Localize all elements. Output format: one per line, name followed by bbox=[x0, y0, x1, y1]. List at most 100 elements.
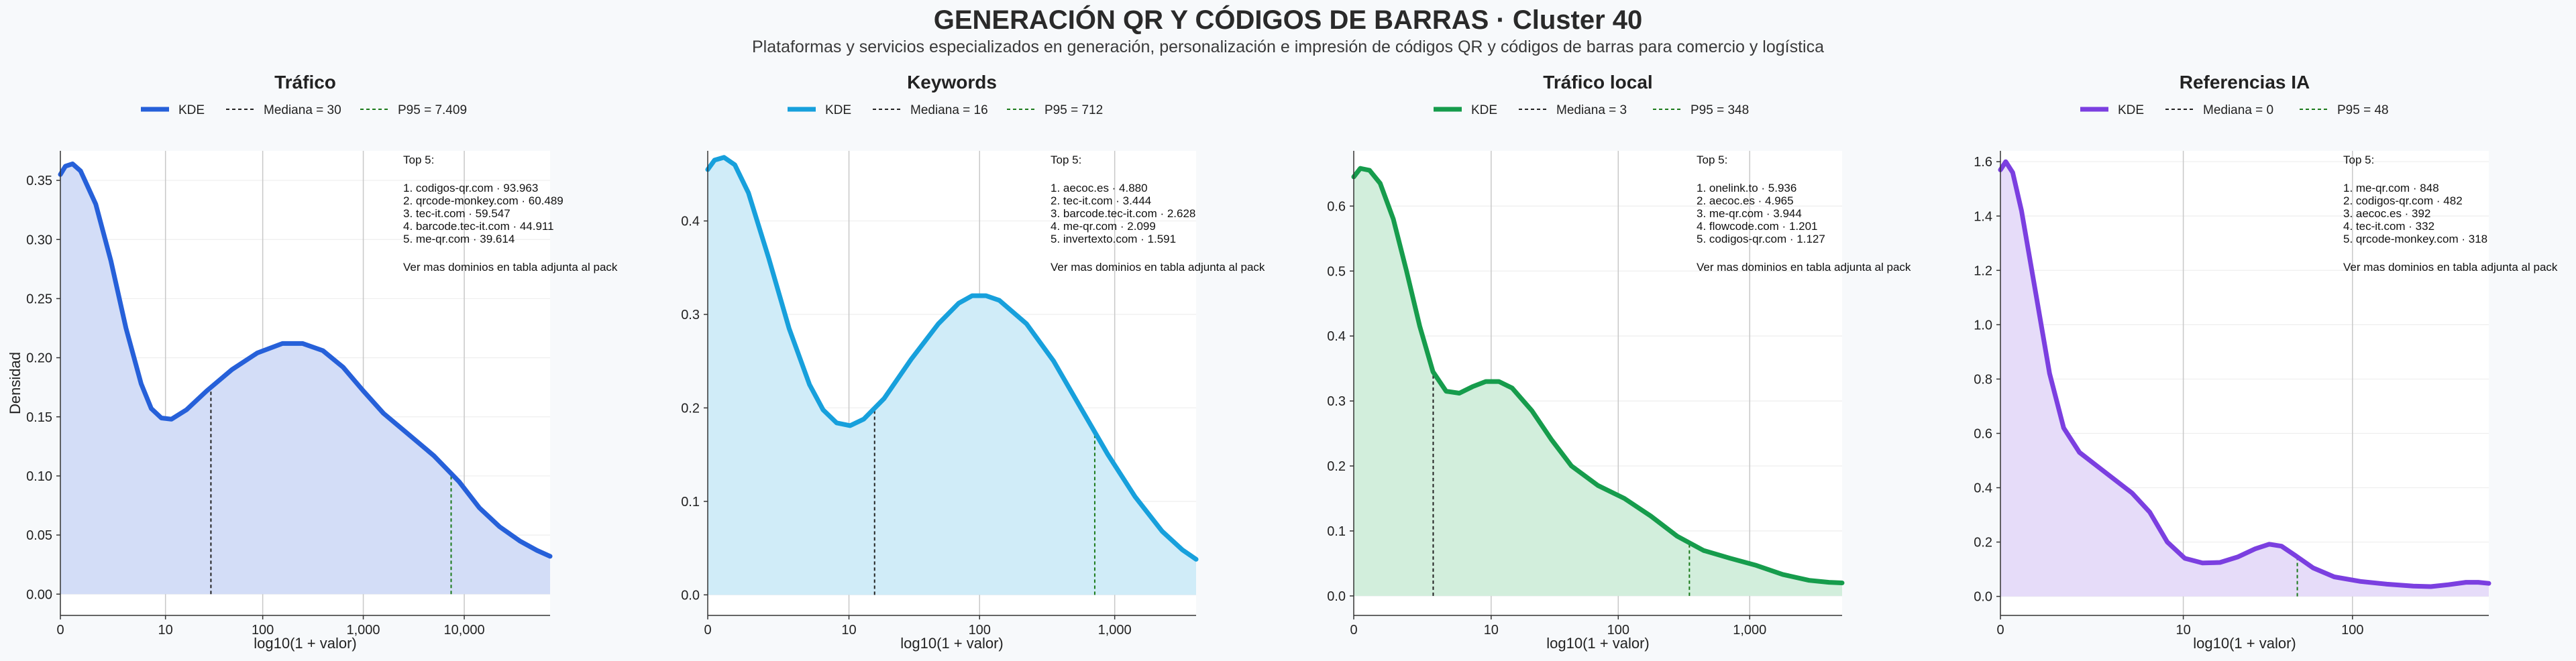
y-tick-label: 0.30 bbox=[26, 233, 52, 247]
top5-item: 5. invertexto.com · 1.591 bbox=[1051, 233, 1176, 245]
legend-p95-label: P95 = 48 bbox=[2337, 103, 2389, 117]
legend-kde-label: KDE bbox=[178, 103, 205, 117]
y-tick-label: 0.15 bbox=[26, 410, 52, 425]
y-tick-label: 0.00 bbox=[26, 587, 52, 602]
legend-kde-label: KDE bbox=[825, 103, 851, 117]
kde-area bbox=[708, 157, 1196, 595]
y-tick-label: 0.8 bbox=[1974, 372, 1992, 387]
legend-kde-label: KDE bbox=[2118, 103, 2144, 117]
top5-item: 3. barcode.tec-it.com · 2.628 bbox=[1051, 207, 1195, 220]
chart-panel-1: 0 10 100 1,000 10,000 0.00 0.05 0.10 0.15 0.20 0.2… bbox=[7, 72, 618, 652]
x-tick-label: 10,000 bbox=[443, 623, 484, 638]
top5-item: 4. me-qr.com · 2.099 bbox=[1051, 220, 1156, 233]
y-tick-label: 0.4 bbox=[1327, 329, 1346, 344]
x-tick-label: 100 bbox=[1607, 623, 1629, 638]
x-tick-label: 1,000 bbox=[1098, 623, 1132, 638]
top5-item: 4. flowcode.com · 1.201 bbox=[1697, 220, 1817, 233]
x-tick-label: 10 bbox=[158, 623, 173, 638]
figure-title: GENERACIÓN QR Y CÓDIGOS DE BARRAS · Clus… bbox=[933, 5, 1643, 35]
top5-item: 3. me-qr.com · 3.944 bbox=[1697, 207, 1802, 220]
legend-median-label: Mediana = 3 bbox=[1556, 103, 1627, 117]
y-tick-label: 0.0 bbox=[1327, 589, 1346, 604]
y-tick-label: 0.3 bbox=[681, 308, 700, 322]
x-tick-label: 100 bbox=[252, 623, 274, 638]
y-tick-label: 0.1 bbox=[681, 495, 700, 509]
kde-line bbox=[1998, 159, 2491, 589]
y-tick-label: 0.5 bbox=[1327, 264, 1346, 279]
y-tick-label: 0.2 bbox=[1974, 536, 1992, 550]
legend-p95-label: P95 = 348 bbox=[1690, 103, 1749, 117]
y-axis-label: Densidad bbox=[7, 352, 23, 414]
x-tick-label: 100 bbox=[2341, 623, 2363, 638]
top5-item: 4. barcode.tec-it.com · 44.911 bbox=[403, 220, 554, 233]
top5-item: 5. me-qr.com · 39.614 bbox=[403, 233, 515, 245]
y-tick-label: 0.0 bbox=[681, 588, 700, 603]
legend-p95-label: P95 = 7.409 bbox=[398, 103, 467, 117]
top5-item: 3. tec-it.com · 59.547 bbox=[403, 207, 511, 220]
x-tick-label: 0 bbox=[1350, 623, 1357, 638]
y-tick-label: 1.2 bbox=[1974, 263, 1992, 278]
top5-heading: Top 5: bbox=[1697, 154, 1727, 166]
figure-subtitle: Plataformas y servicios especializados e… bbox=[751, 38, 1825, 56]
chart-panel-2: 0 10 100 1,000 0.0 0.1 0.2 0.3 0.4 log10(1 + valo… bbox=[681, 72, 1265, 652]
y-tick-label: 0.35 bbox=[26, 174, 52, 188]
x-tick-label: 0 bbox=[1996, 623, 2004, 638]
top5-heading: Top 5: bbox=[403, 154, 434, 166]
top5-item: 3. aecoc.es · 392 bbox=[2343, 207, 2430, 220]
top5-note: Ver mas dominios en tabla adjunta al pac… bbox=[1051, 261, 1265, 274]
x-tick-label: 10 bbox=[1484, 623, 1499, 638]
top5-item: 5. qrcode-monkey.com · 318 bbox=[2343, 233, 2487, 245]
x-tick-label: 10 bbox=[2176, 623, 2190, 638]
panel-title: Referencias IA bbox=[2180, 72, 2310, 93]
x-tick-label: 1,000 bbox=[347, 623, 380, 638]
top5-heading: Top 5: bbox=[2343, 154, 2374, 166]
top5-item: 5. codigos-qr.com · 1.127 bbox=[1697, 233, 1825, 245]
top5-item: 2. codigos-qr.com · 482 bbox=[2343, 194, 2463, 207]
legend-median-label: Mediana = 30 bbox=[264, 103, 341, 117]
y-tick-label: 1.0 bbox=[1974, 318, 1992, 333]
y-tick-label: 0.1 bbox=[1327, 524, 1346, 539]
top5-item: 2. qrcode-monkey.com · 60.489 bbox=[403, 194, 564, 207]
x-tick-label: 10 bbox=[841, 623, 856, 638]
y-tick-label: 0.4 bbox=[1974, 481, 1992, 496]
top5-item: 1. codigos-qr.com · 93.963 bbox=[403, 182, 538, 194]
top5-heading: Top 5: bbox=[1051, 154, 1081, 166]
top5-item: 2. aecoc.es · 4.965 bbox=[1697, 194, 1794, 207]
top5-item: 4. tec-it.com · 332 bbox=[2343, 220, 2434, 233]
top5-note: Ver mas dominios en tabla adjunta al pac… bbox=[2343, 261, 2558, 274]
kde-line bbox=[705, 155, 1199, 562]
kde-line bbox=[58, 161, 553, 559]
kde-line bbox=[1351, 166, 1845, 585]
x-tick-label: 100 bbox=[969, 623, 991, 638]
top5-item: 1. me-qr.com · 848 bbox=[2343, 182, 2439, 194]
top5-item: 1. aecoc.es · 4.880 bbox=[1051, 182, 1148, 194]
y-tick-label: 1.4 bbox=[1974, 209, 1992, 224]
y-tick-label: 0.3 bbox=[1327, 394, 1346, 409]
kde-area bbox=[1354, 168, 1842, 596]
y-tick-label: 0.6 bbox=[1974, 426, 1992, 441]
x-axis-label: log10(1 + valor) bbox=[900, 635, 1003, 652]
y-tick-label: 0.25 bbox=[26, 292, 52, 306]
panel-title: Tráfico bbox=[274, 72, 336, 93]
y-tick-label: 0.2 bbox=[1327, 459, 1346, 474]
y-tick-label: 0.20 bbox=[26, 351, 52, 366]
legend-kde-label: KDE bbox=[1471, 103, 1497, 117]
x-tick-label: 0 bbox=[704, 623, 711, 638]
chart-panel-3: 0 10 100 1,000 0.0 0.1 0.2 0.3 0.4 0.5 0.6 log10(1 … bbox=[1327, 72, 1911, 652]
top5-item: 2. tec-it.com · 3.444 bbox=[1051, 194, 1151, 207]
x-tick-label: 0 bbox=[56, 623, 64, 638]
kde-area bbox=[60, 164, 550, 595]
panel-title: Tráfico local bbox=[1543, 72, 1652, 93]
y-tick-label: 0.6 bbox=[1327, 199, 1346, 214]
y-tick-label: 0.10 bbox=[26, 469, 52, 484]
top5-note: Ver mas dominios en tabla adjunta al pac… bbox=[1697, 261, 1911, 274]
x-tick-label: 1,000 bbox=[1733, 623, 1766, 638]
legend-p95-label: P95 = 712 bbox=[1044, 103, 1103, 117]
x-axis-label: log10(1 + valor) bbox=[1546, 635, 1649, 652]
legend-median-label: Mediana = 0 bbox=[2203, 103, 2273, 117]
panel-title: Keywords bbox=[907, 72, 997, 93]
legend-median-label: Mediana = 16 bbox=[910, 103, 988, 117]
y-tick-label: 1.6 bbox=[1974, 155, 1992, 170]
top5-note: Ver mas dominios en tabla adjunta al pac… bbox=[403, 261, 618, 274]
